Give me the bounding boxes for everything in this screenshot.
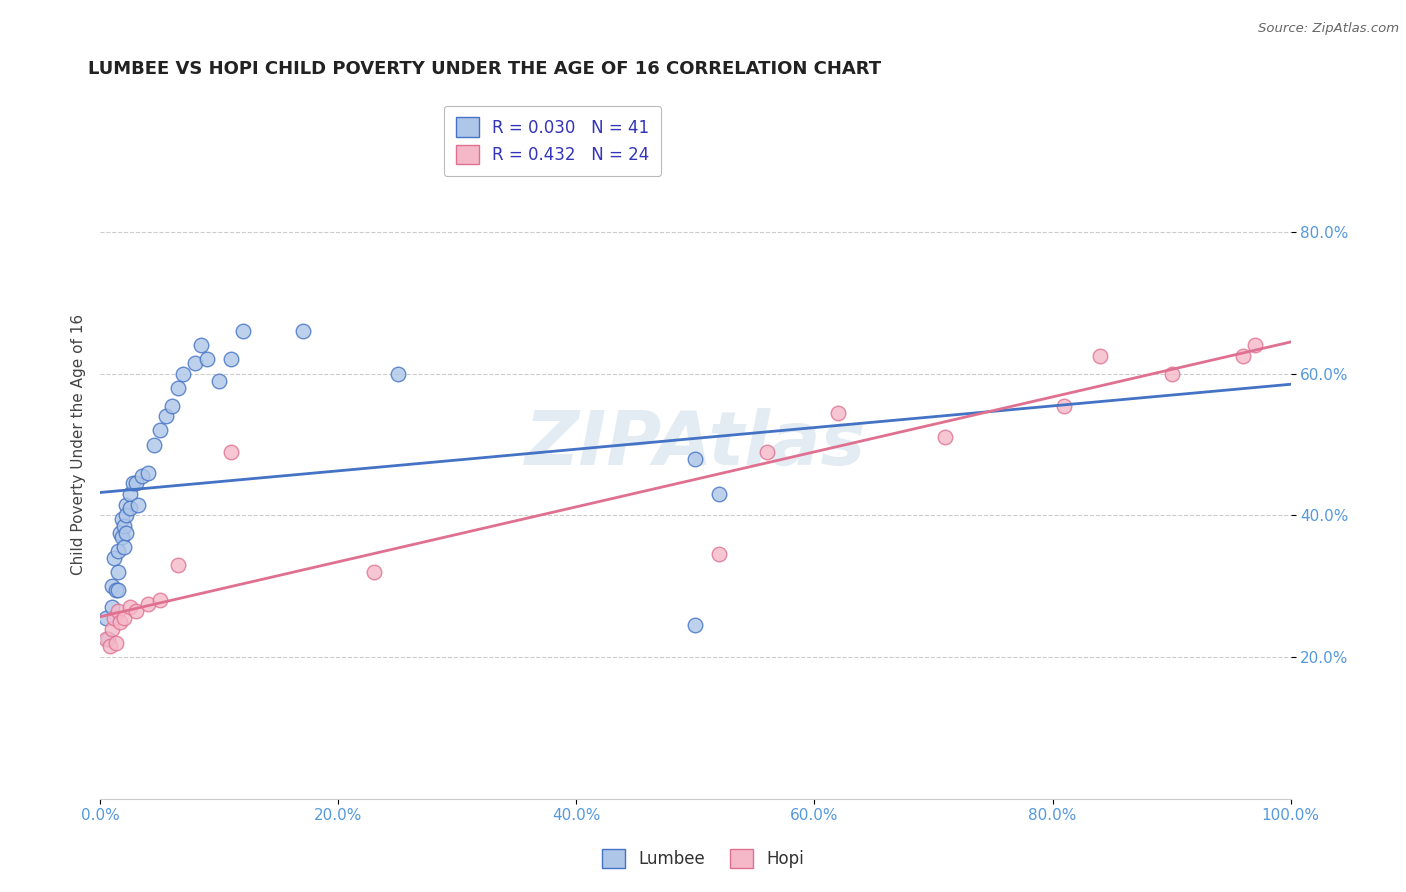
Point [685, 618, 707, 632]
Point [112, 611, 135, 625]
Point [103, 550, 125, 565]
Text: ZIPAtlas: ZIPAtlas [524, 408, 866, 481]
Point [125, 604, 148, 618]
Point [184, 356, 207, 370]
Point [115, 526, 138, 541]
Legend: R = 0.030   N = 41, R = 0.432   N = 24: R = 0.030 N = 41, R = 0.432 N = 24 [444, 105, 661, 176]
Point [107, 604, 129, 618]
Point [101, 600, 124, 615]
Point [112, 519, 135, 533]
Point [755, 444, 778, 458]
Legend: Lumbee, Hopi: Lumbee, Hopi [595, 842, 811, 875]
Point [136, 597, 159, 611]
Point [94, 611, 117, 625]
Point [149, 423, 172, 437]
Point [107, 543, 129, 558]
Point [709, 487, 731, 501]
Point [118, 501, 141, 516]
Point [208, 374, 231, 388]
Point [104, 636, 127, 650]
Point [125, 476, 148, 491]
Point [94, 632, 117, 647]
Point [110, 530, 132, 544]
Point [190, 338, 212, 352]
Point [131, 469, 153, 483]
Point [160, 399, 183, 413]
Point [827, 406, 849, 420]
Point [103, 611, 125, 625]
Point [115, 508, 138, 523]
Point [112, 541, 135, 555]
Point [934, 430, 956, 444]
Point [97, 632, 120, 647]
Point [118, 487, 141, 501]
Point [363, 565, 385, 579]
Point [166, 558, 188, 572]
Point [98, 640, 121, 654]
Point [101, 622, 124, 636]
Point [136, 466, 159, 480]
Point [1232, 349, 1254, 363]
Point [101, 579, 124, 593]
Point [1053, 399, 1076, 413]
Point [122, 476, 145, 491]
Point [1160, 367, 1182, 381]
Point [104, 582, 127, 597]
Point [110, 526, 132, 541]
Point [127, 498, 149, 512]
Point [709, 547, 731, 561]
Text: Source: ZipAtlas.com: Source: ZipAtlas.com [1258, 22, 1399, 36]
Point [172, 367, 194, 381]
Point [110, 615, 132, 629]
Point [107, 582, 129, 597]
Point [1244, 338, 1267, 352]
Point [118, 600, 141, 615]
Point [195, 352, 218, 367]
Text: LUMBEE VS HOPI CHILD POVERTY UNDER THE AGE OF 16 CORRELATION CHART: LUMBEE VS HOPI CHILD POVERTY UNDER THE A… [89, 60, 882, 78]
Point [155, 409, 177, 424]
Point [685, 451, 707, 466]
Point [219, 352, 242, 367]
Point [166, 381, 188, 395]
Point [219, 444, 242, 458]
Point [232, 324, 254, 338]
Point [142, 437, 165, 451]
Point [115, 498, 138, 512]
Point [1088, 349, 1111, 363]
Point [107, 565, 129, 579]
Y-axis label: Child Poverty Under the Age of 16: Child Poverty Under the Age of 16 [72, 314, 86, 575]
Point [149, 593, 172, 607]
Point [387, 367, 409, 381]
Point [291, 324, 314, 338]
Point [110, 512, 132, 526]
